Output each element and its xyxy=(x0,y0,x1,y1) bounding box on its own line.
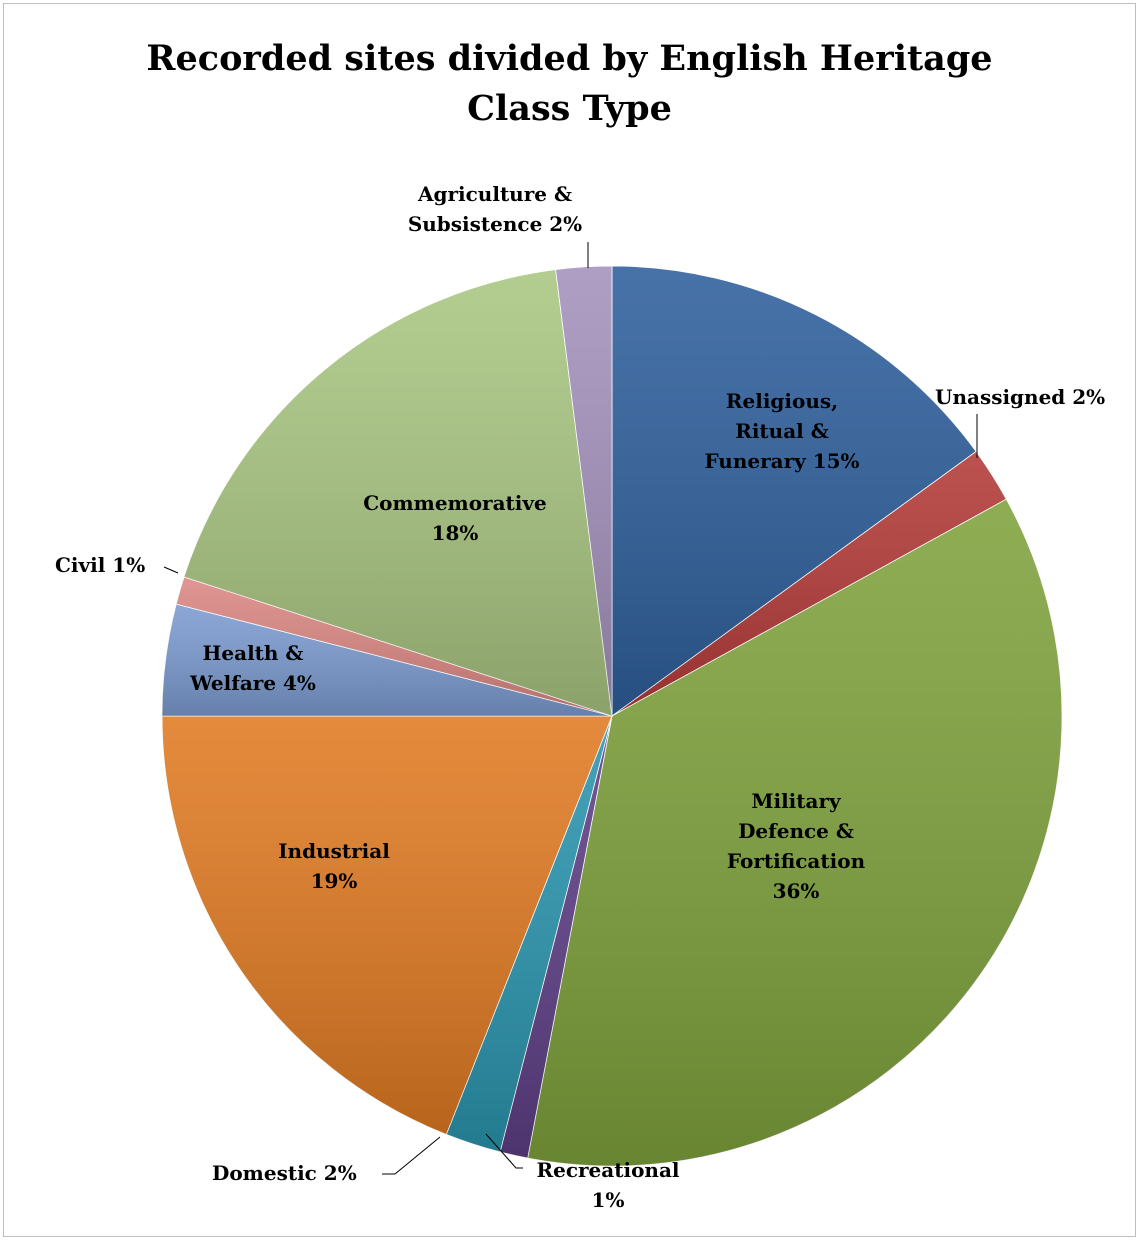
data-label-line: Agriculture & xyxy=(417,182,572,206)
data-label-line: Military xyxy=(751,789,842,813)
pie-slice-shade-civil xyxy=(176,576,612,716)
data-label-religious-ritual-and-funerary: Religious, Ritual & Funerary 15% xyxy=(704,389,859,473)
chart-title-line-2: Class Type xyxy=(467,88,672,129)
leader-line-recreational xyxy=(485,1133,523,1169)
data-label-line: Ritual & xyxy=(735,419,829,443)
data-label-line: Domestic 2% xyxy=(212,1161,357,1185)
data-label-line: 18% xyxy=(432,521,479,545)
data-label-line: Subsistence 2% xyxy=(408,212,582,236)
leader-line-civil xyxy=(163,566,179,574)
data-label-line: Welfare 4% xyxy=(189,671,316,695)
data-label-line: Fortification xyxy=(727,849,866,873)
pie-slice-shade-unassigned xyxy=(612,451,1007,716)
data-label-line: 36% xyxy=(773,879,820,903)
data-label-line: Funerary 15% xyxy=(704,449,859,473)
data-label-agriculture-and-subsistence: Agriculture & Subsistence 2% xyxy=(408,182,582,236)
leader-line-domestic xyxy=(382,1136,441,1175)
pie-slice-shade-health-and-welfare xyxy=(162,604,612,716)
pie-slice-shade-agriculture-and-subsistence xyxy=(555,266,612,716)
data-label-line: Religious, xyxy=(726,389,838,413)
data-label-line: Defence & xyxy=(738,819,854,843)
data-label-line: Industrial xyxy=(278,839,390,863)
data-label-recreational: Recreational 1% xyxy=(536,1158,679,1212)
chart-title-line-1: Recorded sites divided by English Herita… xyxy=(146,38,993,79)
data-label-unassigned: Unassigned 2% xyxy=(935,385,1105,409)
data-label-line: Unassigned 2% xyxy=(935,385,1105,409)
data-label-health-and-welfare: Health & Welfare 4% xyxy=(189,641,316,695)
data-label-line: Commemorative xyxy=(363,491,547,515)
pie-slice-shade-military-defence-and-fortification xyxy=(527,499,1063,1167)
data-label-military-defence-and-fortification: Military Defence & Fortification 36% xyxy=(727,789,866,903)
pie-slice-shade-commemorative xyxy=(184,269,612,716)
data-label-industrial: Industrial 19% xyxy=(278,839,390,893)
data-label-civil: Civil 1% xyxy=(55,553,145,577)
data-label-line: Recreational xyxy=(536,1158,679,1182)
pie-slice-shade-industrial xyxy=(162,716,612,1135)
data-label-commemorative: Commemorative 18% xyxy=(363,491,547,545)
chart-title: Recorded sites divided by English Herita… xyxy=(0,34,1139,134)
data-label-line: 1% xyxy=(592,1188,625,1212)
data-label-line: Health & xyxy=(203,641,304,665)
data-label-line: 19% xyxy=(311,869,358,893)
data-label-line: Civil 1% xyxy=(55,553,145,577)
data-label-domestic: Domestic 2% xyxy=(212,1161,357,1185)
pie-slice-shade-religious-ritual-and-funerary xyxy=(612,266,977,716)
pie-slice-shade-domestic xyxy=(446,716,612,1152)
